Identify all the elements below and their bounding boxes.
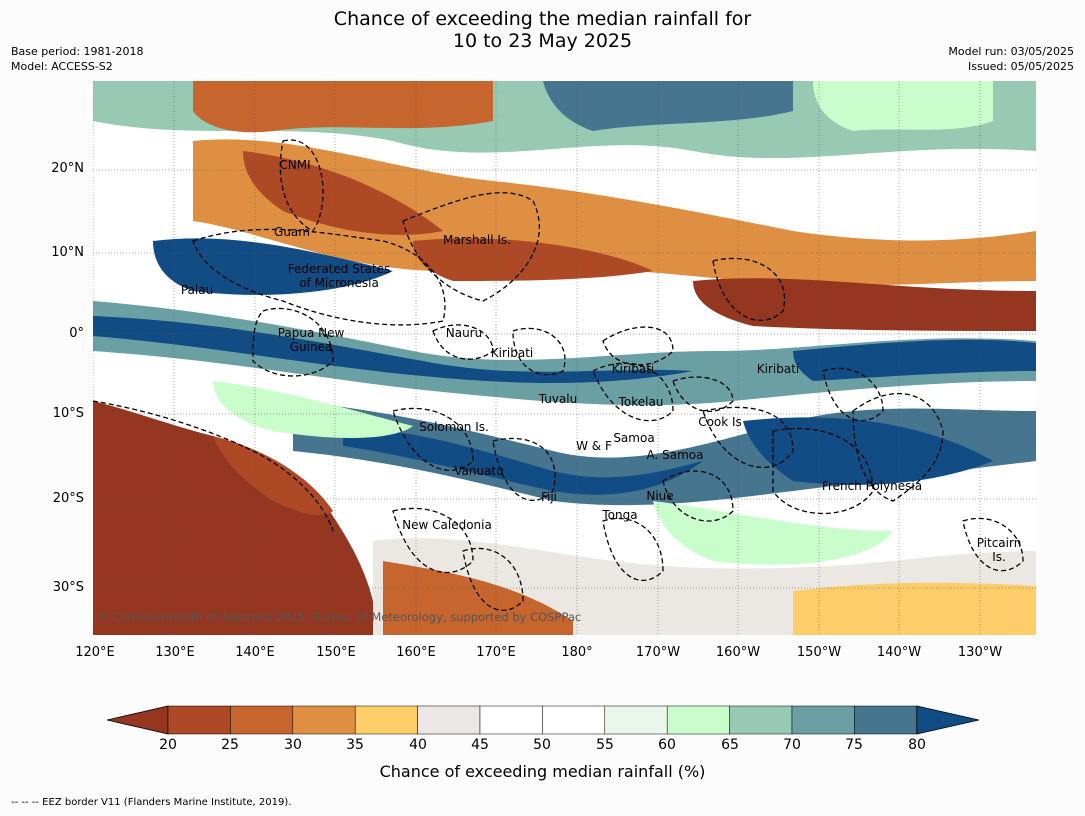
- label-kiribati-central: Kiribati: [612, 362, 654, 376]
- label-png-2: Guinea: [290, 340, 333, 354]
- label-fiji: Fiji: [541, 490, 557, 504]
- label-tuvalu: Tuvalu: [538, 392, 578, 406]
- label-new-caledonia: New Caledonia: [402, 518, 492, 532]
- issued-date: Issued: 05/05/2025: [967, 60, 1074, 73]
- label-niue: Niue: [646, 489, 673, 503]
- label-marshall: Marshall Is.: [443, 233, 511, 247]
- rainfall-field: [93, 81, 1036, 635]
- lon-tick-150w: 150°W: [796, 645, 842, 660]
- copyright-notice: © Commonwealth of Australia 2025, Bureau…: [97, 610, 581, 624]
- title-line-2: 10 to 23 May 2025: [452, 30, 633, 52]
- label-kiribati-west: Kiribati: [491, 346, 533, 360]
- model-name: Model: ACCESS-S2: [11, 60, 113, 73]
- label-wf: W & F: [576, 439, 612, 453]
- label-fsm-2: of Micronesia: [299, 276, 379, 290]
- title-line-1: Chance of exceeding the median rainfall …: [333, 8, 752, 30]
- lon-tick-160w: 160°W: [715, 645, 761, 660]
- label-guam: Guam: [274, 225, 310, 239]
- meta-right: Model run: 03/05/2025 Issued: 05/05/2025: [948, 44, 1074, 74]
- label-pitcairn-2: Is.: [992, 550, 1006, 564]
- colorbar: [107, 705, 979, 735]
- colorbar-tick-55: 55: [596, 737, 614, 753]
- lat-tick-10n: 10°N: [51, 245, 84, 260]
- rainfall-map: CNMI Guam Marshall Is. Federated States …: [93, 81, 1036, 635]
- base-period: Base period: 1981-2018: [11, 45, 144, 58]
- colorbar-tick-25: 25: [221, 737, 239, 753]
- colorbar-tick-70: 70: [783, 737, 801, 753]
- label-solomon: Solomon Is.: [419, 420, 489, 434]
- lat-tick-0: 0°: [69, 326, 84, 341]
- meta-left: Base period: 1981-2018 Model: ACCESS-S2: [11, 44, 143, 74]
- lat-tick-30s: 30°S: [52, 580, 84, 595]
- colorbar-tick-20: 20: [159, 737, 177, 753]
- eez-footnote: -- -- -- EEZ border V11 (Flanders Marine…: [11, 797, 292, 808]
- lat-tick-10s: 10°S: [52, 406, 84, 421]
- colorbar-below-20: [107, 705, 169, 735]
- lon-tick-170e: 170°E: [476, 645, 516, 660]
- model-run: Model run: 03/05/2025: [948, 45, 1074, 58]
- lon-tick-120e: 120°E: [75, 645, 115, 660]
- colorbar-tick-30: 30: [284, 737, 302, 753]
- lon-tick-160e: 160°E: [396, 645, 436, 660]
- label-asamoa: A. Samoa: [647, 448, 704, 462]
- label-pitcairn-1: Pitcairn: [977, 536, 1022, 550]
- eez-borders: [93, 139, 1024, 611]
- lat-tick-20n: 20°N: [51, 161, 84, 176]
- colorbar-tick-75: 75: [845, 737, 863, 753]
- label-vanuatu: Vanuatu: [454, 464, 504, 478]
- label-french-polynesia: French Polynesia: [822, 479, 922, 493]
- lon-tick-130e: 130°E: [155, 645, 195, 660]
- lon-tick-140e: 140°E: [235, 645, 275, 660]
- lon-tick-180: 180°: [561, 645, 593, 660]
- label-tonga: Tonga: [601, 508, 637, 522]
- colorbar-tick-60: 60: [658, 737, 676, 753]
- colorbar-tick-40: 40: [409, 737, 427, 753]
- label-fsm-1: Federated States: [288, 262, 390, 276]
- colorbar-tick-35: 35: [346, 737, 364, 753]
- lon-tick-130w: 130°W: [957, 645, 1003, 660]
- colorbar-tick-80: 80: [908, 737, 926, 753]
- label-cook: Cook Is: [698, 415, 742, 429]
- colorbar-tick-50: 50: [533, 737, 551, 753]
- colorbar-label: Chance of exceeding median rainfall (%): [379, 762, 706, 781]
- lon-tick-150e: 150°E: [316, 645, 356, 660]
- label-kiribati-east: Kiribati: [757, 362, 799, 376]
- lon-tick-140w: 140°W: [876, 645, 922, 660]
- lon-tick-170w: 170°W: [635, 645, 681, 660]
- label-nauru: Nauru: [446, 326, 482, 340]
- label-tokelau: Tokelau: [618, 395, 664, 409]
- label-cnmi: CNMI: [279, 158, 310, 172]
- label-palau: Palau: [181, 283, 213, 297]
- colorbar-tick-65: 65: [721, 737, 739, 753]
- chart-title: Chance of exceeding the median rainfall …: [0, 8, 1085, 52]
- region-labels: CNMI Guam Marshall Is. Federated States …: [181, 158, 1021, 564]
- colorbar-tick-45: 45: [471, 737, 489, 753]
- graticule: [93, 81, 1036, 635]
- label-samoa: Samoa: [613, 431, 654, 445]
- label-png-1: Papua New: [278, 326, 345, 340]
- lat-tick-20s: 20°S: [52, 491, 84, 506]
- colorbar-above-80: [916, 705, 979, 735]
